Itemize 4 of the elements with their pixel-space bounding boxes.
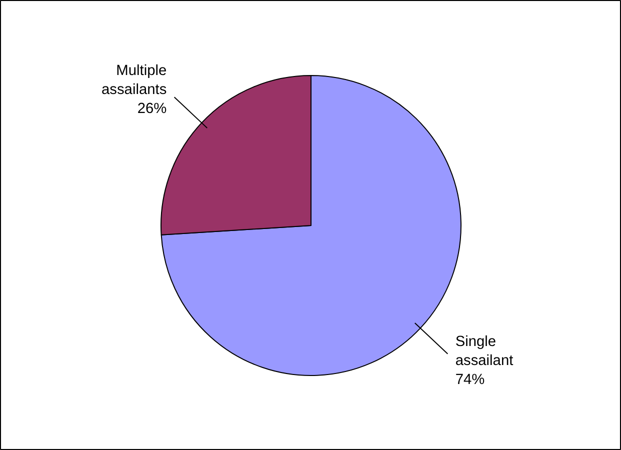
slice-label: Single assailant: [455, 334, 514, 370]
data-label: 26%: [137, 101, 167, 118]
slice-label: Multiple assailants: [101, 62, 167, 98]
data-label: 74%: [455, 372, 485, 388]
